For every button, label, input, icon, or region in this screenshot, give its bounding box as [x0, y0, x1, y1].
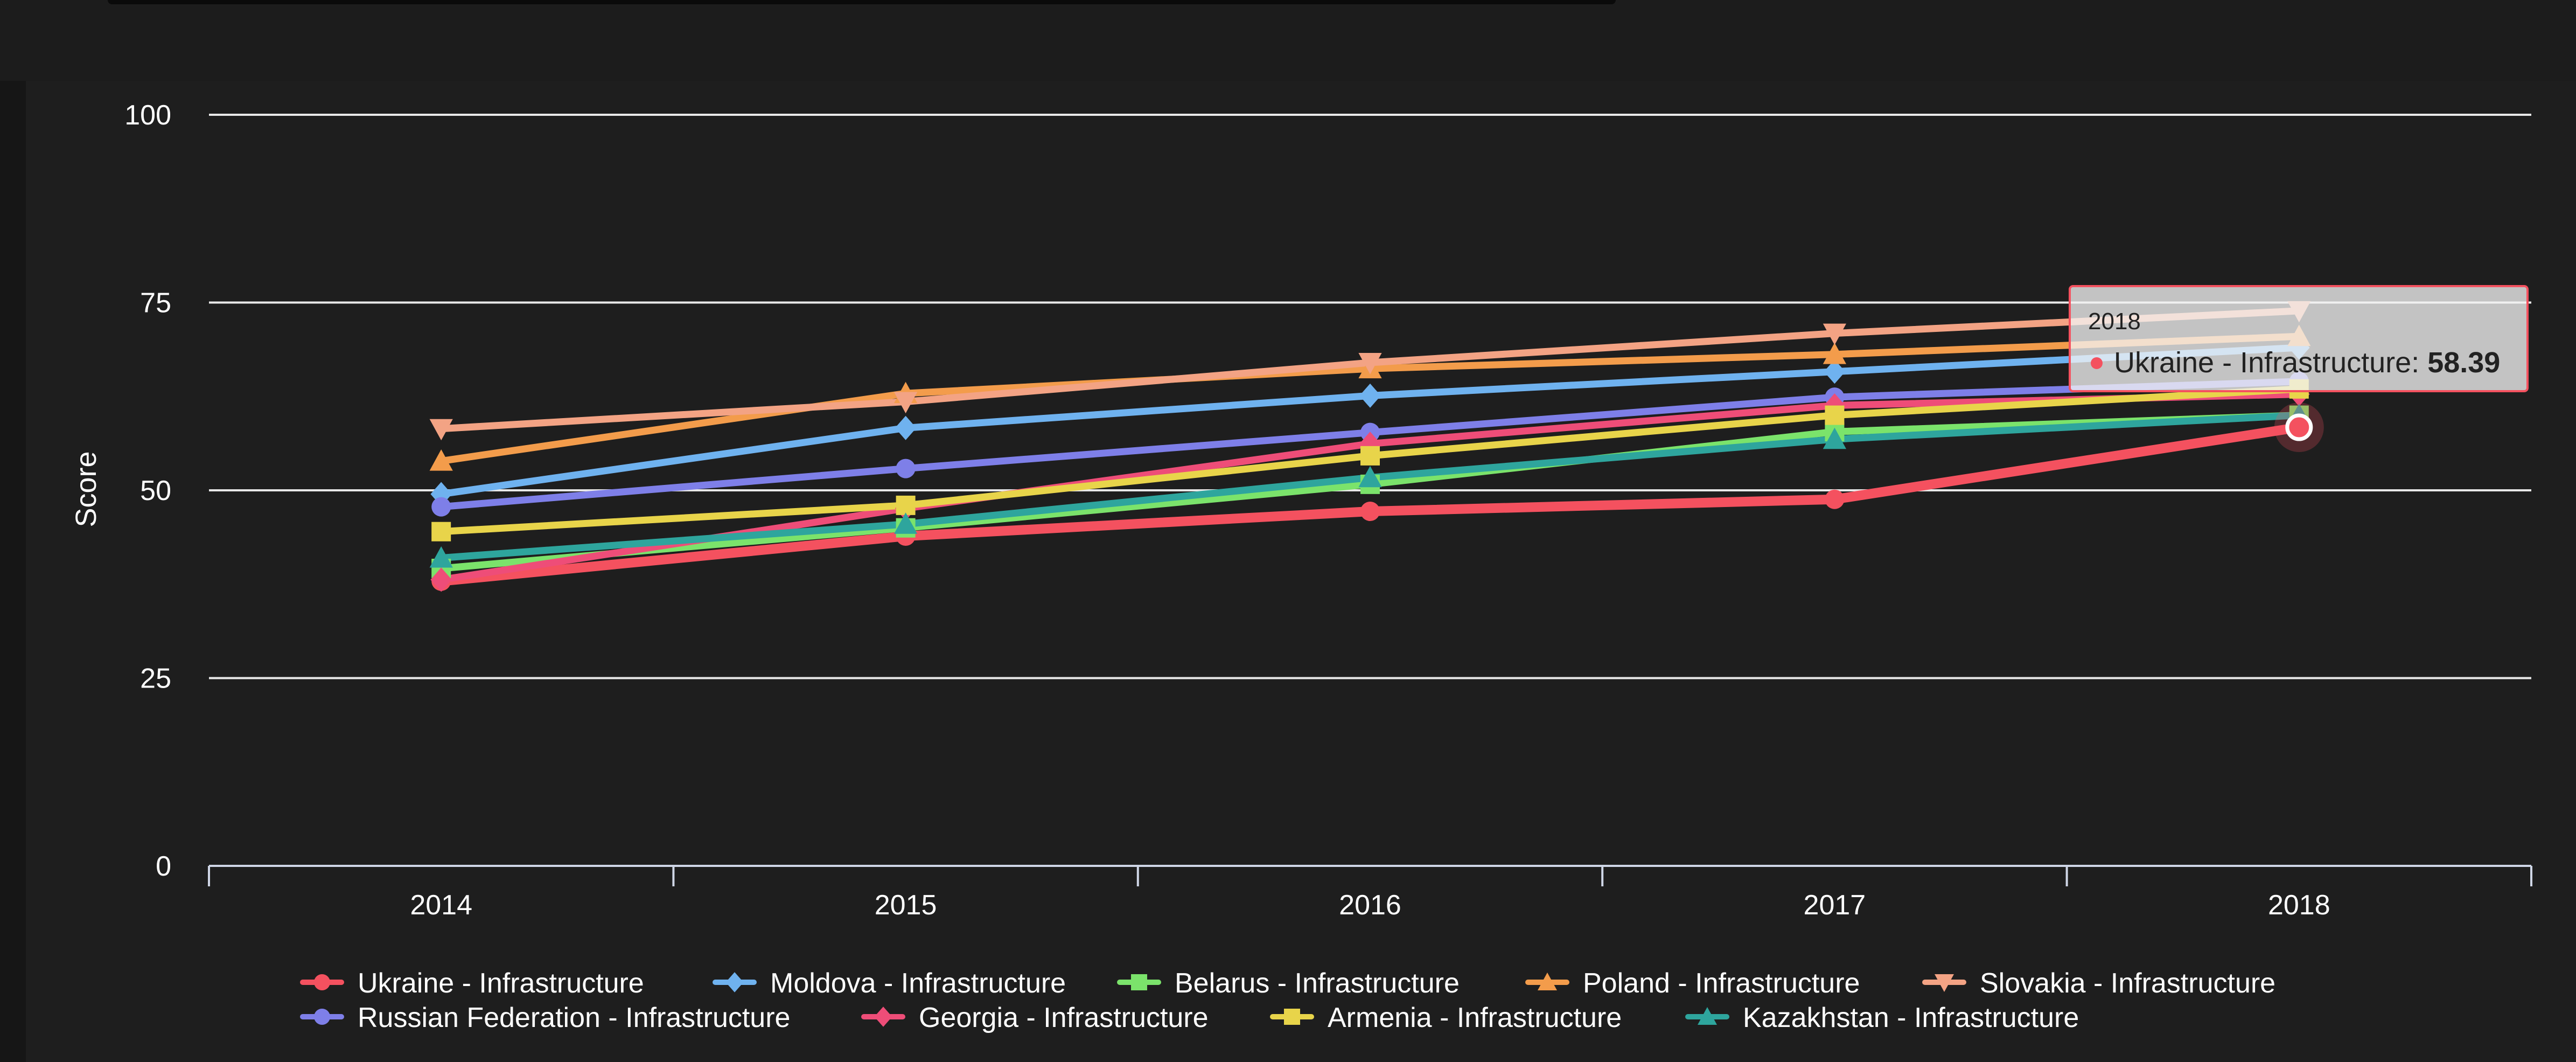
x-tick-label: 2014 — [410, 890, 472, 921]
data-point — [1823, 343, 1846, 364]
data-point — [1824, 359, 1846, 384]
data-point — [430, 567, 452, 592]
data-point — [1823, 427, 1846, 449]
legend-swatch-marker — [725, 972, 744, 992]
legend-swatch-marker — [1284, 1009, 1300, 1025]
data-point — [1358, 466, 1382, 488]
legend-swatch-marker — [874, 1007, 892, 1027]
legend-item-label[interactable]: Belarus - Infrastructure — [1175, 968, 1460, 999]
legend-swatch-marker — [1538, 973, 1557, 990]
data-point — [1358, 353, 1382, 374]
data-point — [896, 495, 916, 515]
legend-item-label[interactable]: Georgia - Infrastructure — [919, 1002, 1209, 1033]
left-panel-edge — [0, 81, 26, 1062]
hover-point — [2285, 413, 2313, 441]
x-tick-label: 2017 — [1804, 890, 1866, 921]
data-point — [431, 522, 451, 542]
data-point — [895, 415, 917, 440]
y-tick-label: 75 — [140, 288, 171, 319]
data-point — [1360, 502, 1380, 522]
data-point — [1825, 405, 1845, 425]
data-point — [429, 546, 453, 568]
x-tick-label: 2015 — [875, 890, 937, 921]
legend-item-label[interactable]: Ukraine - Infrastructure — [358, 968, 644, 999]
top-toolbar-strip — [0, 0, 2576, 81]
x-tick-label: 2016 — [1339, 890, 1401, 921]
tooltip-series-label: Ukraine - Infrastructure: — [2114, 346, 2427, 379]
toolbar-shadow — [108, 0, 1616, 4]
legend: Ukraine - Infrastructure Moldova - Infras… — [300, 968, 2275, 1033]
legend-item-label[interactable]: Kazakhstan - Infrastructure — [1743, 1002, 2079, 1033]
y-tick-label: 0 — [156, 851, 171, 882]
legend-item-label[interactable]: Russian Federation - Infrastructure — [358, 1002, 790, 1033]
tooltip-value: 58.39 — [2427, 346, 2500, 379]
legend-item-label[interactable]: Poland - Infrastructure — [1583, 968, 1860, 999]
legend-swatch-marker — [314, 1009, 330, 1025]
tooltip: 2018 Ukraine - Infrastructure: 58.39 — [2069, 285, 2529, 453]
x-tick-label: 2018 — [2268, 890, 2330, 921]
legend-item-label[interactable]: Armenia - Infrastructure — [1328, 1002, 1622, 1033]
legend-swatch-marker — [1698, 1007, 1717, 1025]
legend-swatch-marker — [1131, 974, 1147, 990]
y-tick-label: 100 — [124, 100, 171, 131]
data-point — [429, 449, 453, 471]
axes: Score 0 25 50 75 100 2014 2015 2016 2017 2018 — [70, 100, 2532, 921]
data-point — [894, 512, 918, 534]
data-point — [1360, 446, 1380, 466]
data-point — [1825, 489, 1845, 509]
legend-item-label[interactable]: Slovakia - Infrastructure — [1980, 968, 2275, 999]
data-point — [894, 392, 918, 414]
tooltip-box — [2069, 285, 2529, 392]
y-axis-title: Score — [70, 451, 102, 527]
data-point — [1359, 383, 1381, 408]
legend-item-label[interactable]: Moldova - Infrastructure — [770, 968, 1066, 999]
tooltip-title: 2018 — [2088, 308, 2141, 335]
data-point — [1823, 323, 1846, 345]
legend-swatch-marker — [314, 974, 330, 990]
tooltip-series-dot — [2091, 357, 2103, 369]
legend-swatch-marker — [1935, 974, 1954, 992]
data-point — [431, 497, 451, 517]
y-tick-label: 25 — [140, 663, 171, 695]
tooltip-text: Ukraine - Infrastructure: 58.39 — [2114, 346, 2500, 379]
data-point — [896, 459, 916, 478]
data-point — [429, 419, 453, 441]
y-tick-label: 50 — [140, 475, 171, 506]
